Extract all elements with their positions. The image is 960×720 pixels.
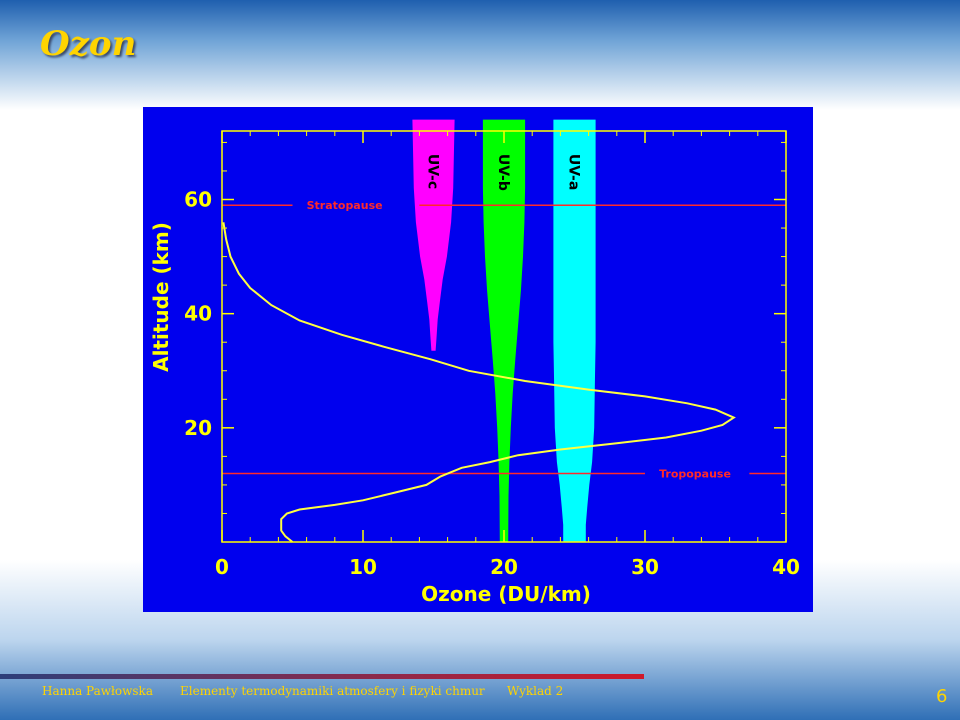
- band-label-uv-c: UV-c: [425, 154, 441, 189]
- y-tick-label: 60: [184, 188, 212, 212]
- band-label-uv-b: UV-b: [495, 154, 511, 191]
- x-tick-label: 30: [631, 555, 659, 579]
- page-number: 6: [936, 686, 948, 707]
- x-tick-label: 40: [772, 555, 800, 579]
- axes: 0 10 20 30 40 20 40 60: [184, 130, 800, 579]
- band-uv-a: [553, 119, 596, 542]
- reference-lines: Stratopause Tropopause: [222, 199, 786, 481]
- label-tropopause: Tropopause: [659, 468, 731, 481]
- label-stratopause: Stratopause: [307, 199, 383, 212]
- band-uv-c: [412, 119, 455, 351]
- y-tick-label: 20: [184, 416, 212, 440]
- footer-course: Elementy termodynamiki atmosfery i fizyk…: [180, 684, 485, 698]
- x-tick-label: 10: [349, 555, 377, 579]
- footer-lecture: Wyklad 2: [507, 684, 564, 698]
- slide-title: Ozon: [40, 24, 137, 64]
- ozone-profile: [222, 222, 736, 543]
- x-tick-label: 20: [490, 555, 518, 579]
- footer-divider: [0, 674, 644, 679]
- ozone-chart: UV-c UV-b UV-a Stratopause Tropopause 0 10 20…: [149, 119, 800, 606]
- x-axis-label: Ozone (DU/km): [421, 582, 591, 606]
- band-label-uv-a: UV-a: [566, 154, 582, 190]
- y-tick-label: 40: [184, 302, 212, 326]
- y-axis-label: Altitude (km): [149, 222, 173, 372]
- uv-bands: UV-c UV-b UV-a: [412, 119, 596, 542]
- band-uv-b: [482, 119, 526, 542]
- x-tick-label: 0: [215, 555, 229, 579]
- ozone-curve: [222, 222, 736, 543]
- footer-author: Hanna Pawłowska: [42, 684, 153, 698]
- ozone-chart-panel: UV-c UV-b UV-a Stratopause Tropopause 0 10 20…: [143, 107, 813, 612]
